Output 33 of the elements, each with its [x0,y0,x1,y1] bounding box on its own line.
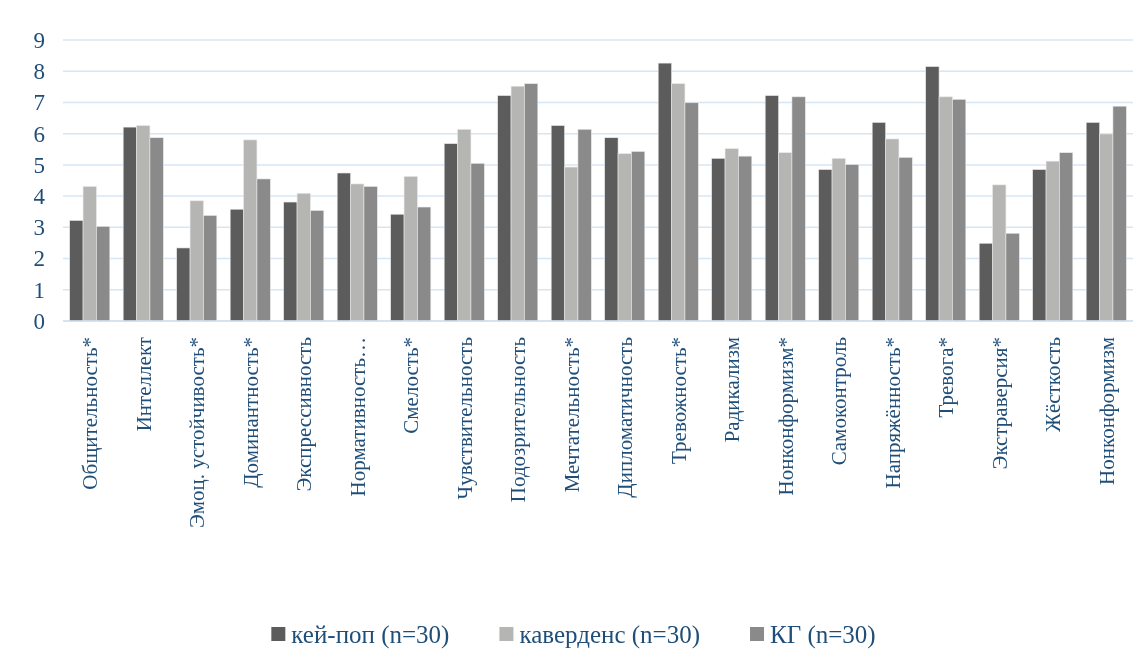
y-tick-label: 0 [33,308,45,334]
y-tick-label: 8 [33,59,45,85]
x-tick-label: Напряжённость* [880,337,905,489]
x-tick-label: Самоконтроль [827,337,852,466]
x-tick-label: Мечтательность* [559,337,584,493]
x-tick-label: Эмоц. устойчивость* [185,337,210,529]
x-tick-label: Экстраверсия* [987,337,1012,470]
legend-label: каверденс (n=30) [519,620,701,649]
x-tick-label: Нонконформизм [1094,337,1119,485]
x-tick-label: Нонконформизм* [773,337,798,496]
y-tick-label: 6 [33,121,45,147]
x-tick-label: Интеллект [131,337,156,432]
y-tick-label: 7 [33,90,45,116]
y-tick-label: 4 [33,183,46,209]
y-tick-label: 3 [33,215,45,241]
y-tick-label: 9 [33,27,45,53]
x-tick-label: Тревога* [934,337,959,418]
x-tick-label: Чувствительность [452,337,477,500]
y-tick-label: 1 [33,277,45,303]
x-tick-label: Дипломатичность [613,337,638,498]
x-tick-label: Тревожность* [666,337,691,464]
y-tick-label: 2 [33,246,45,272]
legend-label: КГ (n=30) [770,620,876,649]
x-tick-label: Доминантность* [238,337,263,488]
x-tick-label: Радикализм [720,337,745,443]
legend-label: кей-поп (n=30) [291,620,450,649]
y-tick-label: 5 [33,152,45,178]
x-tick-label: Экспрессивность [292,337,317,492]
x-tick-label: Смелость* [399,337,424,434]
x-tick-label: Общительность* [78,337,103,490]
x-tick-label: Подозрительность [506,337,531,503]
x-tick-label: Жёсткость [1041,337,1066,432]
x-tick-label: Нормативность… [345,337,370,497]
